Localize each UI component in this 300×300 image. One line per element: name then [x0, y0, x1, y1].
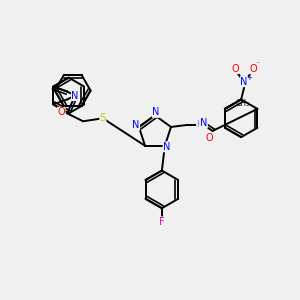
Text: O: O — [249, 64, 257, 74]
Text: S: S — [100, 113, 106, 123]
Text: H: H — [196, 121, 203, 130]
Text: N: N — [163, 142, 170, 152]
Text: +: + — [246, 75, 252, 81]
Text: N: N — [71, 91, 79, 100]
Text: N: N — [200, 118, 207, 128]
Text: CH₃: CH₃ — [236, 99, 250, 108]
Text: O: O — [57, 107, 65, 117]
Text: N: N — [240, 76, 248, 87]
Text: O: O — [206, 133, 213, 143]
Text: F: F — [159, 217, 165, 227]
Text: N: N — [152, 107, 160, 117]
Text: ⁻: ⁻ — [256, 59, 260, 68]
Text: N: N — [132, 120, 140, 130]
Text: O: O — [231, 64, 239, 74]
